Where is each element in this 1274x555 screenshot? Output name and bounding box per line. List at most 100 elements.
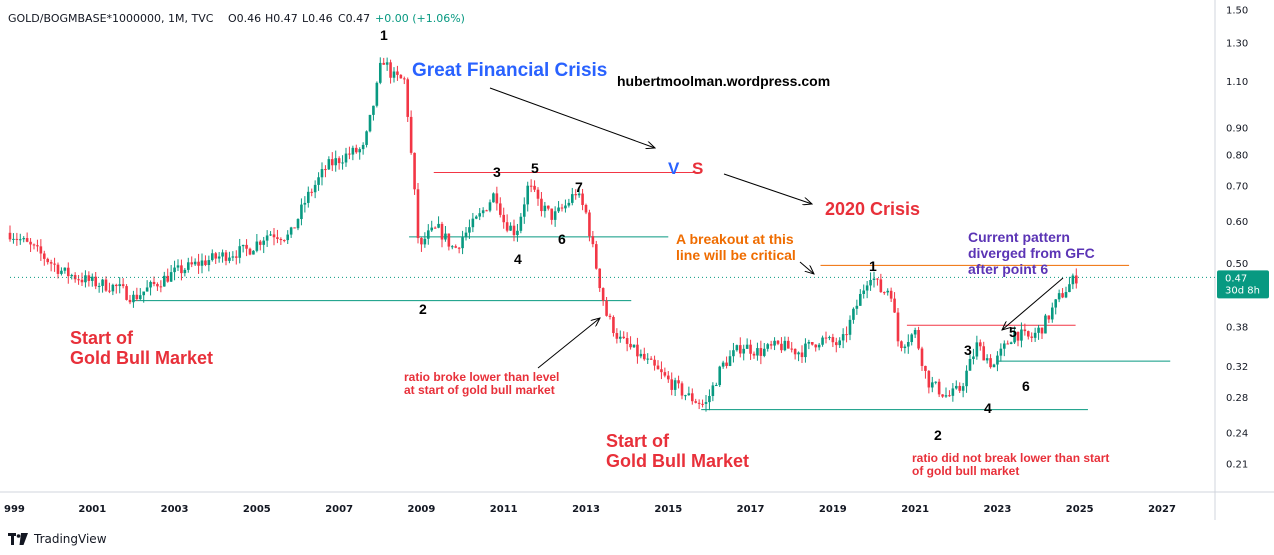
candle (516, 223, 519, 242)
candle (546, 205, 550, 211)
candle (625, 332, 629, 352)
candle (697, 399, 701, 410)
candle (399, 74, 403, 79)
candle (108, 282, 111, 294)
x-tick-label: 2009 (408, 504, 436, 515)
candle (22, 236, 26, 243)
candle (941, 394, 944, 398)
candle (629, 336, 632, 350)
candle (714, 382, 718, 387)
candle (756, 342, 759, 361)
candle (632, 344, 636, 349)
candle (852, 307, 855, 324)
y-tick-label: 1.50 (1226, 5, 1248, 16)
candle (512, 219, 516, 242)
candle (152, 276, 156, 287)
x-tick-label: 2025 (1066, 504, 1094, 515)
candle (53, 257, 56, 272)
x-tick-label: 2003 (161, 504, 189, 515)
candle (186, 257, 190, 273)
x-axis-ticks[interactable]: 999 2001 2003 2005 2007 2009 2011 2013 2015 2017 2… (4, 504, 1176, 515)
candle (12, 233, 15, 244)
price-badge: 0.47 30d 8h (1217, 270, 1269, 299)
candle (406, 77, 410, 122)
candle (1054, 299, 1058, 315)
candle (742, 344, 746, 361)
candle (975, 335, 979, 360)
candle (725, 356, 728, 369)
annotation-2020-crisis: 2020 Crisis (825, 199, 920, 219)
candle (231, 251, 235, 262)
candle (790, 342, 794, 353)
candle (687, 386, 691, 396)
candle (156, 282, 159, 291)
x-tick-label: 2007 (325, 504, 353, 515)
annotation-start1-line1: Start of (70, 328, 134, 348)
candle (954, 380, 958, 390)
candle (272, 227, 276, 246)
candle (701, 399, 704, 408)
x-tick-label: 2023 (984, 504, 1012, 515)
wave2-label-1: 1 (869, 258, 877, 274)
candle (111, 283, 115, 296)
ohlc-change: +0.00 (+1.06%) (375, 12, 465, 25)
candle (138, 288, 142, 301)
candle (461, 230, 464, 255)
candle (1061, 288, 1064, 299)
candle (402, 76, 406, 85)
candle (642, 347, 646, 361)
candle (104, 276, 108, 292)
candle (241, 244, 245, 253)
candle (1044, 313, 1047, 334)
candle (749, 339, 752, 360)
candle (680, 381, 684, 400)
candle (869, 272, 872, 291)
annotation-broke-line1: ratio broke lower than level (404, 370, 559, 384)
candle (900, 340, 903, 352)
annotation-notbreak-line1: ratio did not break lower than start (912, 451, 1109, 465)
candle (1064, 286, 1068, 299)
candle (526, 181, 530, 212)
wave2-label-4: 4 (984, 400, 992, 416)
wave-label-2: 2 (419, 301, 427, 317)
candle (838, 337, 842, 349)
candle (745, 338, 749, 349)
candle (344, 147, 348, 167)
candle (865, 281, 869, 299)
y-tick-label: 0.32 (1226, 362, 1248, 373)
arrow-breakout (799, 261, 814, 274)
candle (125, 284, 128, 301)
candle (738, 337, 742, 358)
candle (807, 339, 811, 350)
arrow-2020 (723, 173, 812, 204)
candle (622, 331, 626, 340)
candle (337, 156, 341, 170)
candle (368, 114, 372, 133)
tradingview-footer[interactable]: TradingView (8, 532, 107, 546)
candle (183, 267, 187, 277)
candle (1002, 340, 1006, 357)
candle (800, 345, 804, 363)
candle (101, 278, 104, 293)
candle (245, 239, 248, 257)
candle (457, 246, 461, 254)
candle (162, 271, 166, 287)
candle (87, 271, 91, 287)
candle (1030, 332, 1034, 343)
candle (313, 180, 317, 199)
candle (354, 144, 358, 154)
candle (646, 353, 650, 364)
candle (49, 259, 53, 272)
candle (358, 147, 362, 160)
candle (663, 367, 667, 378)
candle (978, 339, 982, 351)
wave-label-6: 6 (558, 231, 566, 247)
annotation-current-line2: diverged from GFC (968, 245, 1095, 261)
candle (1047, 315, 1051, 324)
candle (320, 162, 324, 186)
x-tick-label: 2019 (819, 504, 847, 515)
x-tick-label: 2015 (654, 504, 682, 515)
candle (694, 398, 698, 404)
candle (228, 251, 231, 264)
